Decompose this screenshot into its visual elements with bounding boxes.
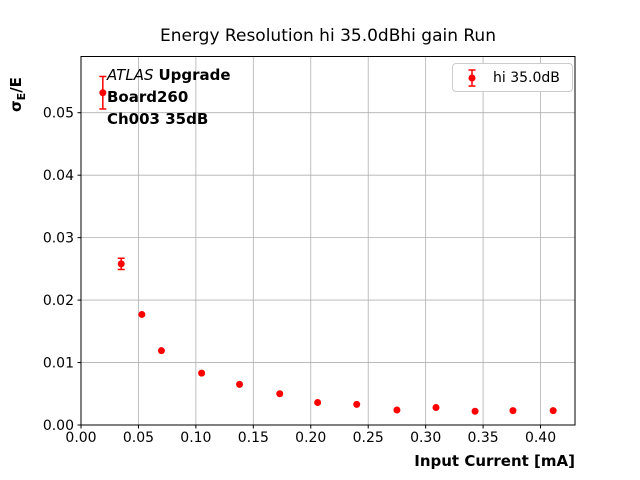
x-tick-label: 0.20 xyxy=(295,430,326,446)
x-tick-label: 0.40 xyxy=(525,430,556,446)
annotation-line-2: Board260 xyxy=(107,88,189,106)
annotation-upgrade: Upgrade xyxy=(158,66,231,84)
data-point xyxy=(157,347,165,355)
plot-border xyxy=(80,56,576,426)
data-point xyxy=(353,400,361,408)
x-tick-label: 0.00 xyxy=(65,430,96,446)
legend-label: hi 35.0dB xyxy=(493,69,560,86)
y-tick-label: 0.04 xyxy=(43,168,74,184)
data-point xyxy=(276,390,284,398)
data-point xyxy=(138,310,146,318)
errorbar-marker-icon xyxy=(468,68,476,87)
y-tick-label: 0.05 xyxy=(43,106,74,122)
x-tick-label: 0.15 xyxy=(238,430,269,446)
y-tick-label: 0.03 xyxy=(43,231,74,247)
data-point xyxy=(198,369,206,377)
x-tick-label: 0.05 xyxy=(123,430,154,446)
x-tick-label: 0.10 xyxy=(180,430,211,446)
y-tick-label: 0.01 xyxy=(43,356,74,372)
x-tick-label: 0.25 xyxy=(353,430,384,446)
chart-title: Energy Resolution hi 35.0dBhi gain Run xyxy=(160,26,496,46)
data-point xyxy=(432,404,440,412)
data-point xyxy=(117,260,125,268)
data-point xyxy=(314,399,322,407)
annotation-line-1: ATLAS Upgrade xyxy=(107,64,231,86)
x-tick-label: 0.35 xyxy=(468,430,499,446)
x-axis-label: Input Current [mA] xyxy=(414,452,575,470)
data-point xyxy=(393,406,401,414)
data-point xyxy=(509,407,517,415)
y-tick-label: 0.02 xyxy=(43,293,74,309)
x-tick-label: 0.30 xyxy=(410,430,441,446)
annotation-atlas: ATLAS xyxy=(107,66,154,84)
y-tick-label: 0.00 xyxy=(43,418,74,434)
data-point xyxy=(471,407,479,415)
annotation-line-3: Ch003 35dB xyxy=(107,110,209,128)
annotation: ATLAS Upgrade Board260 Ch003 35dB xyxy=(107,64,231,130)
data-point xyxy=(549,407,557,415)
legend: hi 35.0dB xyxy=(452,63,573,92)
data-point xyxy=(99,89,107,97)
data-point xyxy=(236,380,244,388)
